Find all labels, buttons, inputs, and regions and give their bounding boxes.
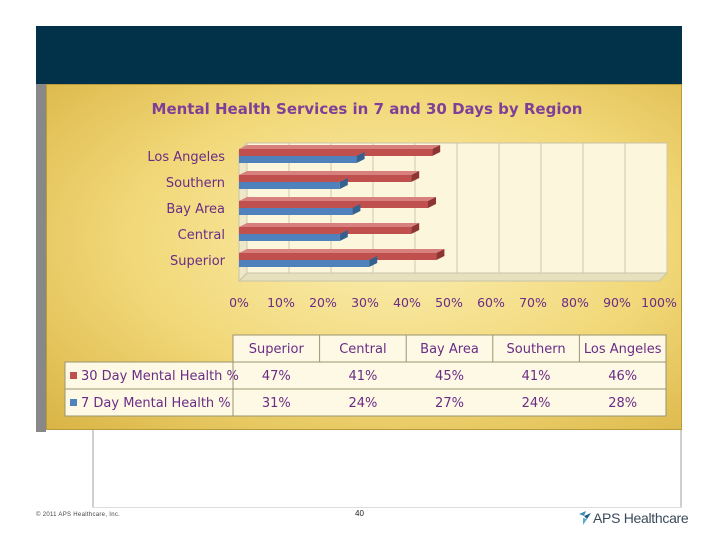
table-data-row [64, 388, 667, 417]
y-category-label: Southern [166, 176, 225, 191]
bar-30-day-side [432, 145, 441, 156]
y-category-label: Superior [170, 254, 226, 269]
bar-7-day-side [339, 178, 348, 189]
table-header-cell: Los Angeles [584, 342, 662, 357]
table-header-cell: Central [339, 342, 386, 357]
bar-7-day [239, 182, 340, 189]
chart-title: Mental Health Services in 7 and 30 Days … [152, 100, 583, 118]
x-tick-label: 80% [561, 295, 589, 310]
bar-30-day [239, 253, 437, 260]
x-tick-label: 40% [393, 295, 421, 310]
bar-30-day-side [411, 171, 420, 182]
left-accent-bar [36, 84, 46, 432]
bar-7-day [239, 260, 370, 267]
bar-7-day-side [339, 230, 348, 241]
x-tick-label: 10% [267, 295, 295, 310]
y-category-label: Los Angeles [147, 150, 225, 165]
x-tick-label: 0% [229, 295, 249, 310]
table-value-cell: 45% [435, 369, 464, 384]
table-value-cell: 27% [435, 396, 464, 411]
frame-line-right [680, 430, 682, 508]
bar-30-day-top [239, 197, 436, 201]
table-header-cell: Superior [249, 342, 305, 357]
table-value-cell: 28% [608, 396, 637, 411]
x-tick-label: 70% [519, 295, 547, 310]
table-header-cell: Bay Area [420, 342, 479, 357]
y-category-label: Central [178, 228, 225, 243]
x-tick-label: 60% [477, 295, 505, 310]
bar-30-day-top [239, 249, 445, 253]
company-logo: APS Healthcare [578, 508, 689, 528]
bar-chart: Mental Health Services in 7 and 30 Days … [64, 100, 677, 417]
bar-30-day-top [239, 171, 420, 175]
table-value-cell: 47% [262, 369, 291, 384]
x-tick-label: 20% [309, 295, 337, 310]
bar-30-day-side [411, 223, 420, 234]
bar-7-day [239, 234, 340, 241]
table-value-cell: 46% [608, 369, 637, 384]
header-band [36, 26, 682, 84]
bar-30-day-top [239, 223, 420, 227]
table-value-cell: 41% [348, 369, 377, 384]
page-number: 40 [355, 509, 364, 518]
legend-swatch [70, 399, 77, 406]
bar-30-day [239, 201, 428, 208]
bar-7-day [239, 156, 357, 163]
chart-panel: Mental Health Services in 7 and 30 Days … [46, 84, 682, 430]
bar-30-day [239, 175, 412, 182]
logo-text: APS Healthcare [593, 510, 689, 526]
table-value-cell: 31% [262, 396, 291, 411]
bar-7-day-side [356, 152, 365, 163]
legend-swatch [70, 372, 77, 379]
table-value-cell: 41% [522, 369, 551, 384]
frame-line-bottom [92, 507, 682, 508]
table-header-cell: Southern [507, 342, 566, 357]
bar-7-day-side [352, 204, 361, 215]
table-value-cell: 24% [348, 396, 377, 411]
plot-floor [237, 272, 669, 282]
copyright-text: © 2011 APS Healthcare, Inc. [36, 512, 121, 518]
bar-7-day [239, 208, 353, 215]
table-value-cell: 24% [522, 396, 551, 411]
x-tick-label: 90% [603, 295, 631, 310]
legend-series-name: 7 Day Mental Health % [81, 396, 231, 411]
bar-30-day-top [239, 145, 441, 149]
bar-30-day [239, 227, 412, 234]
y-category-label: Bay Area [166, 202, 225, 217]
logo-star-icon [579, 511, 591, 525]
x-tick-label: 30% [351, 295, 379, 310]
bar-30-day-side [428, 197, 436, 208]
bar-30-day-side [436, 249, 445, 260]
x-tick-label: 100% [641, 295, 677, 310]
frame-line-left [92, 430, 94, 508]
bar-30-day [239, 149, 433, 156]
x-tick-label: 50% [435, 295, 463, 310]
legend-series-name: 30 Day Mental Health % [81, 369, 239, 384]
bar-7-day-side [369, 256, 378, 267]
